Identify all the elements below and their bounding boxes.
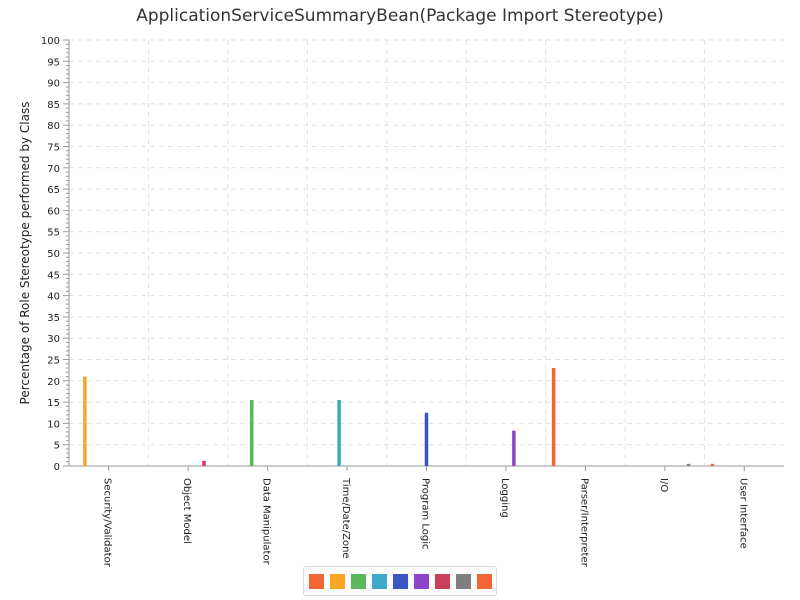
legend-swatch — [476, 573, 492, 589]
y-tick-label: 5 — [54, 441, 60, 452]
y-axis-label: Percentage of Role Stereotype performed … — [18, 102, 32, 405]
y-tick-label: 15 — [47, 398, 60, 409]
grid-layer — [69, 39, 784, 466]
y-tick-label: 25 — [47, 356, 60, 367]
legend-swatch — [392, 573, 408, 589]
y-tick-label: 45 — [47, 270, 60, 281]
y-tick-label: 90 — [47, 79, 60, 90]
y-tick-label: 30 — [47, 334, 60, 345]
bar — [249, 399, 254, 466]
legend-swatch — [371, 573, 387, 589]
legend — [303, 566, 497, 596]
y-tick-label: 100 — [41, 36, 60, 47]
y-tick-label: 65 — [47, 185, 60, 196]
bar-layer — [83, 368, 715, 466]
legend-swatch — [455, 573, 471, 589]
bar — [337, 399, 341, 466]
y-tick-label: 50 — [47, 249, 60, 260]
y-tick-label: 35 — [47, 313, 60, 324]
legend-swatch — [350, 573, 366, 589]
bar — [202, 460, 206, 466]
y-tick-label: 75 — [47, 143, 60, 154]
x-tick-label: Security/Validator — [102, 478, 113, 568]
y-tick-label: 70 — [47, 164, 60, 175]
bar — [686, 463, 691, 466]
x-tick-label: User Interface — [737, 478, 748, 549]
x-tick-label: Logging — [499, 478, 510, 518]
y-tick-label: 40 — [47, 292, 60, 303]
legend-swatch — [413, 573, 429, 589]
y-tick-label: 10 — [47, 419, 60, 430]
y-tick-label: 95 — [47, 57, 60, 68]
chart-title: ApplicationServiceSummaryBean(Package Im… — [136, 6, 664, 26]
legend-swatch — [434, 573, 450, 589]
legend-swatch — [329, 573, 345, 589]
y-tick-label: 85 — [47, 100, 60, 111]
y-tick-label: 0 — [54, 462, 60, 473]
legend-swatch — [308, 573, 324, 589]
bar — [551, 368, 556, 466]
y-tick-label: 60 — [47, 206, 60, 217]
x-tick-label: Data Manipulator — [261, 478, 272, 566]
bar — [83, 376, 87, 466]
bar — [424, 412, 429, 466]
bar — [512, 430, 516, 466]
y-tick-label: 55 — [47, 228, 60, 239]
x-tick-label: Time/Date/Zone — [340, 477, 351, 559]
x-tick-label: Parser/Interpreter — [578, 478, 589, 568]
bar — [710, 463, 715, 466]
x-tick-label: Program Logic — [420, 478, 431, 550]
x-tick-label: Object Model — [181, 478, 192, 544]
y-tick-label: 80 — [47, 121, 60, 132]
axis-layer: 0 5 10 15 20 25 30 35 40 45 50 55 60 65 70 75 80 85 90 95 10… — [41, 36, 784, 568]
x-tick-label: I/O — [658, 478, 669, 492]
y-tick-label: 20 — [47, 377, 60, 388]
